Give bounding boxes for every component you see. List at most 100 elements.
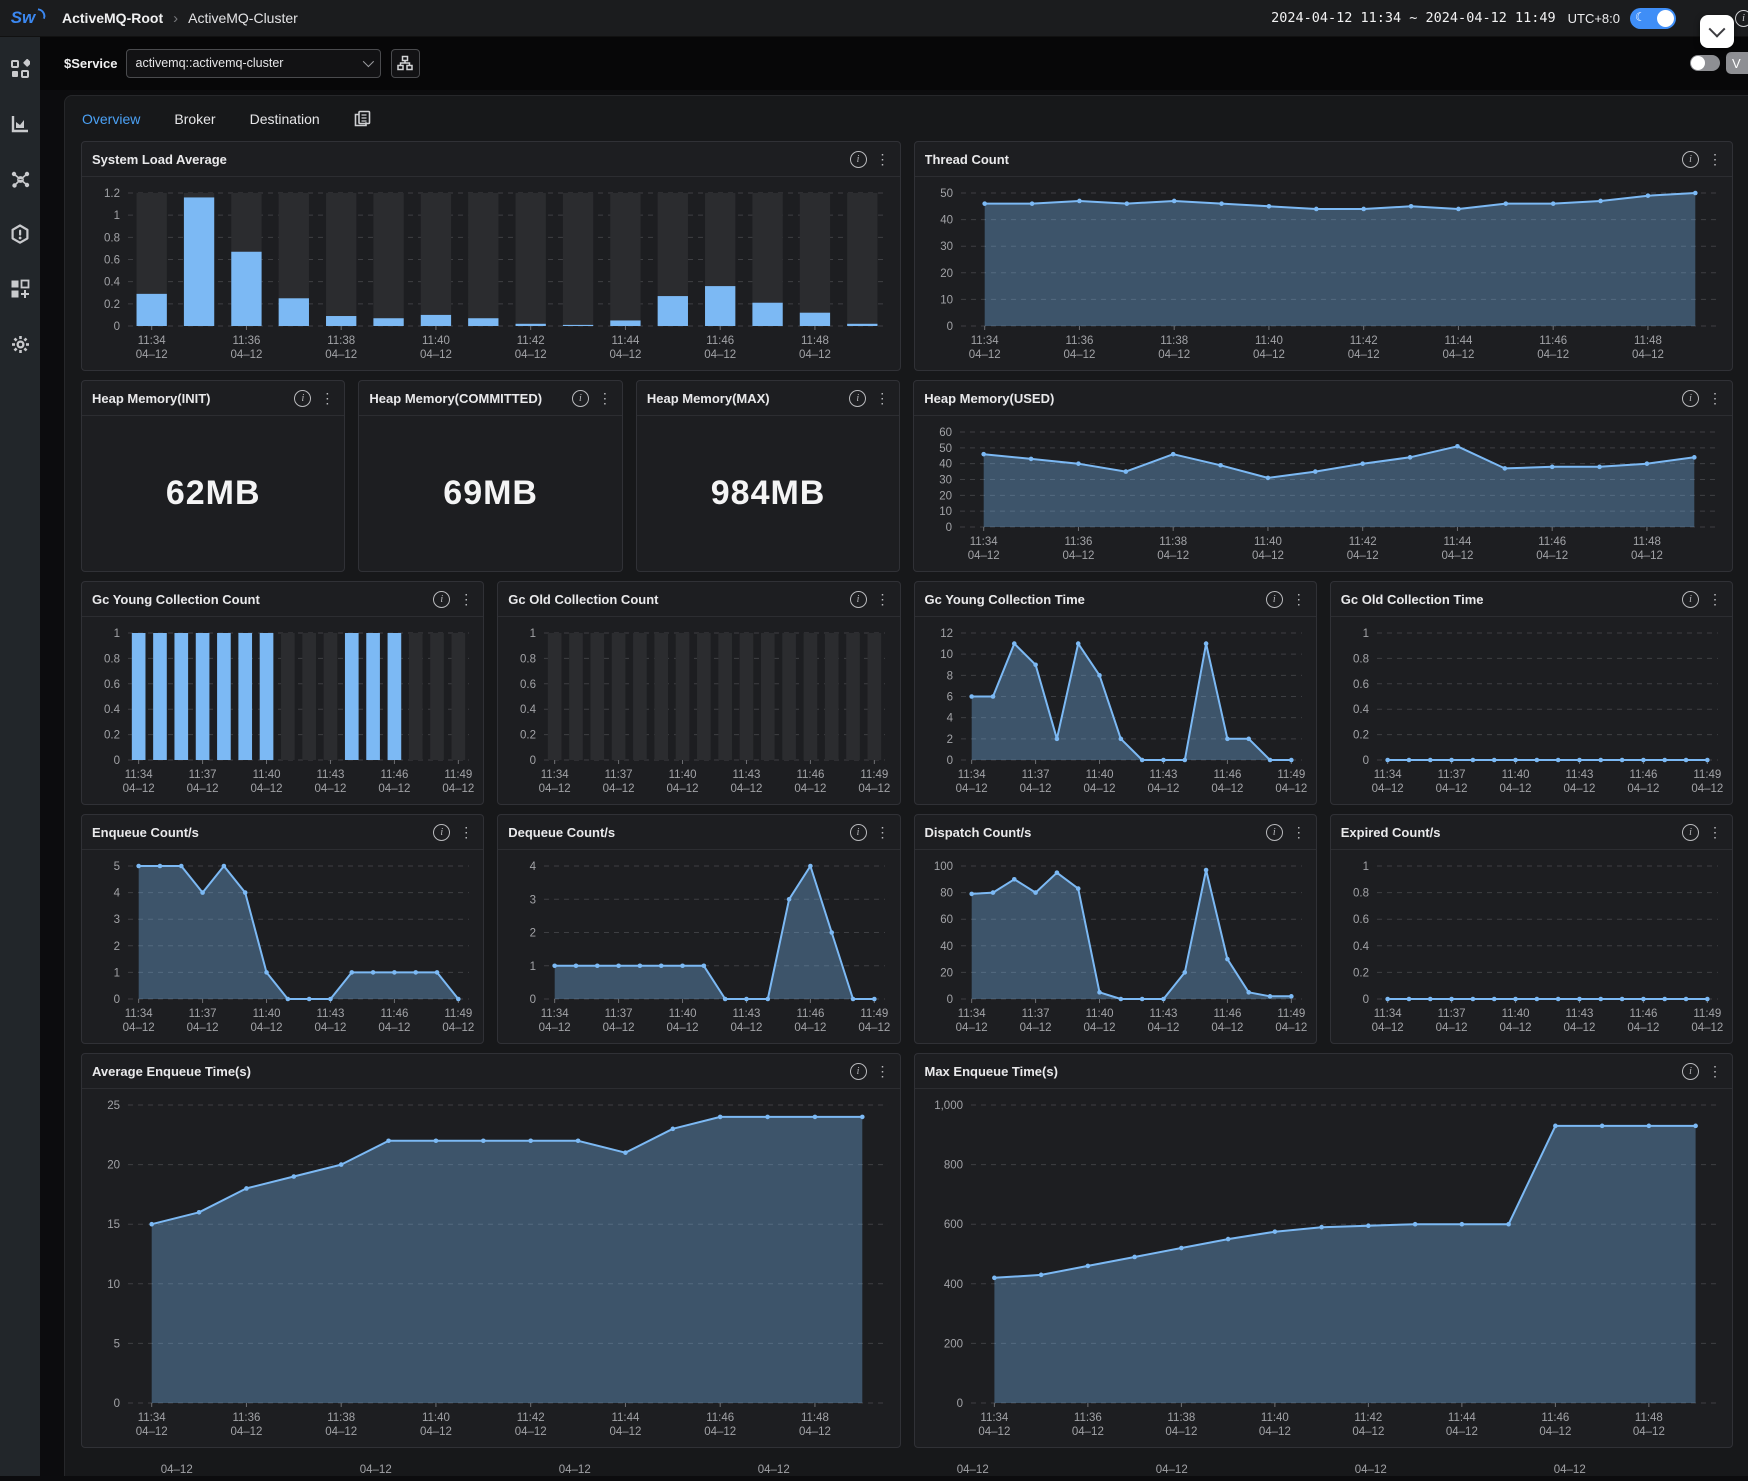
- svg-text:11:40: 11:40: [1254, 335, 1282, 347]
- breadcrumb-root[interactable]: ActiveMQ-Root: [62, 10, 163, 26]
- copy-dashboard-icon[interactable]: [354, 110, 371, 127]
- chart-title: System Load Average: [92, 152, 850, 167]
- kebab-menu-icon[interactable]: ⋮: [1708, 391, 1722, 405]
- svg-text:04–12: 04–12: [1691, 783, 1723, 795]
- svg-text:0.2: 0.2: [1353, 730, 1369, 742]
- svg-text:04–12: 04–12: [704, 349, 736, 361]
- svg-text:11:34: 11:34: [1373, 1008, 1402, 1020]
- alarm-icon[interactable]: [9, 223, 31, 245]
- svg-text:0: 0: [114, 321, 120, 333]
- svg-text:30: 30: [940, 241, 953, 253]
- dashboard-grid: System Load Average i⋮ 00.20.40.60.811.2…: [65, 133, 1748, 1481]
- kebab-menu-icon[interactable]: ⋮: [875, 391, 889, 405]
- svg-text:04–12: 04–12: [378, 783, 410, 795]
- svg-text:11:42: 11:42: [1349, 335, 1377, 347]
- tab-broker[interactable]: Broker: [174, 111, 215, 127]
- chevron-down-icon: [1709, 20, 1726, 37]
- chart-card-thread-count: Thread Count i⋮ 0102030405011:3404–1211:…: [914, 141, 1734, 371]
- version-chip[interactable]: V: [1726, 52, 1748, 74]
- info-icon[interactable]: i: [433, 591, 450, 608]
- svg-text:10: 10: [939, 506, 952, 518]
- kebab-menu-icon[interactable]: ⋮: [1708, 1064, 1722, 1078]
- svg-text:6: 6: [946, 692, 952, 704]
- info-icon[interactable]: i: [850, 591, 867, 608]
- info-icon[interactable]: i: [1266, 824, 1283, 841]
- chart-card-expired-count: Expired Count/s i⋮ 00.20.40.60.8111:3404…: [1330, 814, 1733, 1044]
- svg-text:11:49: 11:49: [444, 1008, 472, 1020]
- marketplace-icon[interactable]: [9, 58, 31, 80]
- info-icon[interactable]: i: [1682, 824, 1699, 841]
- svg-text:04–12: 04–12: [251, 783, 283, 795]
- auto-refresh-toggle[interactable]: [1690, 55, 1720, 71]
- kebab-menu-icon[interactable]: ⋮: [598, 391, 612, 405]
- topology-icon[interactable]: [9, 168, 31, 190]
- skywalking-logo[interactable]: Sw: [0, 8, 56, 28]
- service-select[interactable]: activemq::activemq-cluster: [126, 49, 381, 78]
- svg-text:11:42: 11:42: [1354, 1412, 1382, 1424]
- svg-text:0.4: 0.4: [520, 704, 537, 716]
- svg-text:0.2: 0.2: [104, 299, 120, 311]
- svg-text:0.6: 0.6: [104, 679, 120, 691]
- info-icon[interactable]: i: [433, 824, 450, 841]
- svg-text:04–12: 04–12: [1627, 783, 1659, 795]
- info-icon[interactable]: i: [294, 390, 311, 407]
- svg-text:11:46: 11:46: [706, 1412, 734, 1424]
- kebab-menu-icon[interactable]: ⋮: [1708, 152, 1722, 166]
- info-icon[interactable]: i: [849, 390, 866, 407]
- info-icon[interactable]: i: [850, 1063, 867, 1080]
- service-topology-button[interactable]: [391, 49, 420, 78]
- info-icon[interactable]: i: [850, 151, 867, 168]
- chart-title: Gc Young Collection Time: [925, 592, 1266, 607]
- info-icon[interactable]: i: [1682, 591, 1699, 608]
- info-icon[interactable]: i: [1682, 390, 1699, 407]
- svg-text:11:40: 11:40: [422, 335, 450, 347]
- svg-text:80: 80: [940, 888, 953, 900]
- svg-text:0.4: 0.4: [1353, 941, 1370, 953]
- kebab-menu-icon[interactable]: ⋮: [1708, 592, 1722, 606]
- new-dashboard-icon[interactable]: [9, 278, 31, 300]
- kebab-menu-icon[interactable]: ⋮: [876, 152, 890, 166]
- svg-text:04–12: 04–12: [968, 349, 1000, 361]
- kebab-menu-icon[interactable]: ⋮: [1292, 592, 1306, 606]
- info-icon[interactable]: i: [1266, 591, 1283, 608]
- kebab-menu-icon[interactable]: ⋮: [459, 592, 473, 606]
- kebab-menu-icon[interactable]: ⋮: [876, 825, 890, 839]
- svg-text:04–12: 04–12: [859, 783, 891, 795]
- svg-text:04–12: 04–12: [1275, 783, 1307, 795]
- info-icon[interactable]: i: [1735, 10, 1748, 27]
- tab-bar: Overview Broker Destination: [65, 96, 1748, 133]
- svg-text:04–12: 04–12: [795, 783, 827, 795]
- kebab-menu-icon[interactable]: ⋮: [459, 825, 473, 839]
- dashboards-icon[interactable]: [9, 113, 31, 135]
- info-icon[interactable]: i: [1682, 1063, 1699, 1080]
- kebab-menu-icon[interactable]: ⋮: [876, 592, 890, 606]
- kebab-menu-icon[interactable]: ⋮: [1292, 825, 1306, 839]
- collapse-header-button[interactable]: [1700, 15, 1734, 48]
- svg-text:11:42: 11:42: [1349, 536, 1377, 548]
- svg-text:0.6: 0.6: [104, 255, 120, 267]
- svg-text:11:42: 11:42: [517, 335, 545, 347]
- kebab-menu-icon[interactable]: ⋮: [320, 391, 334, 405]
- svg-text:11:40: 11:40: [1254, 536, 1282, 548]
- svg-text:11:46: 11:46: [1629, 769, 1657, 781]
- svg-text:200: 200: [943, 1338, 962, 1350]
- svg-text:11:46: 11:46: [1213, 1008, 1241, 1020]
- info-icon[interactable]: i: [1682, 151, 1699, 168]
- gc-young-count-chart: 00.20.40.60.8111:3404–1211:3704–1211:400…: [82, 617, 483, 804]
- svg-text:0: 0: [530, 994, 536, 1006]
- chart-card-gc-old-time: Gc Old Collection Time i⋮ 00.20.40.60.81…: [1330, 581, 1733, 805]
- settings-icon[interactable]: [9, 333, 31, 355]
- svg-text:11:34: 11:34: [125, 1008, 154, 1020]
- tab-destination[interactable]: Destination: [250, 111, 320, 127]
- info-icon[interactable]: i: [572, 390, 589, 407]
- svg-text:0.8: 0.8: [104, 232, 120, 244]
- tab-overview[interactable]: Overview: [82, 111, 140, 127]
- svg-text:0: 0: [946, 755, 952, 767]
- dark-mode-toggle[interactable]: ☾: [1630, 8, 1676, 29]
- kebab-menu-icon[interactable]: ⋮: [1708, 825, 1722, 839]
- svg-text:11:43: 11:43: [1149, 769, 1177, 781]
- time-range-picker[interactable]: 2024-04-12 11:34 ~ 2024-04-12 11:49: [1271, 10, 1555, 26]
- kebab-menu-icon[interactable]: ⋮: [876, 1064, 890, 1078]
- svg-text:1: 1: [114, 210, 120, 222]
- info-icon[interactable]: i: [850, 824, 867, 841]
